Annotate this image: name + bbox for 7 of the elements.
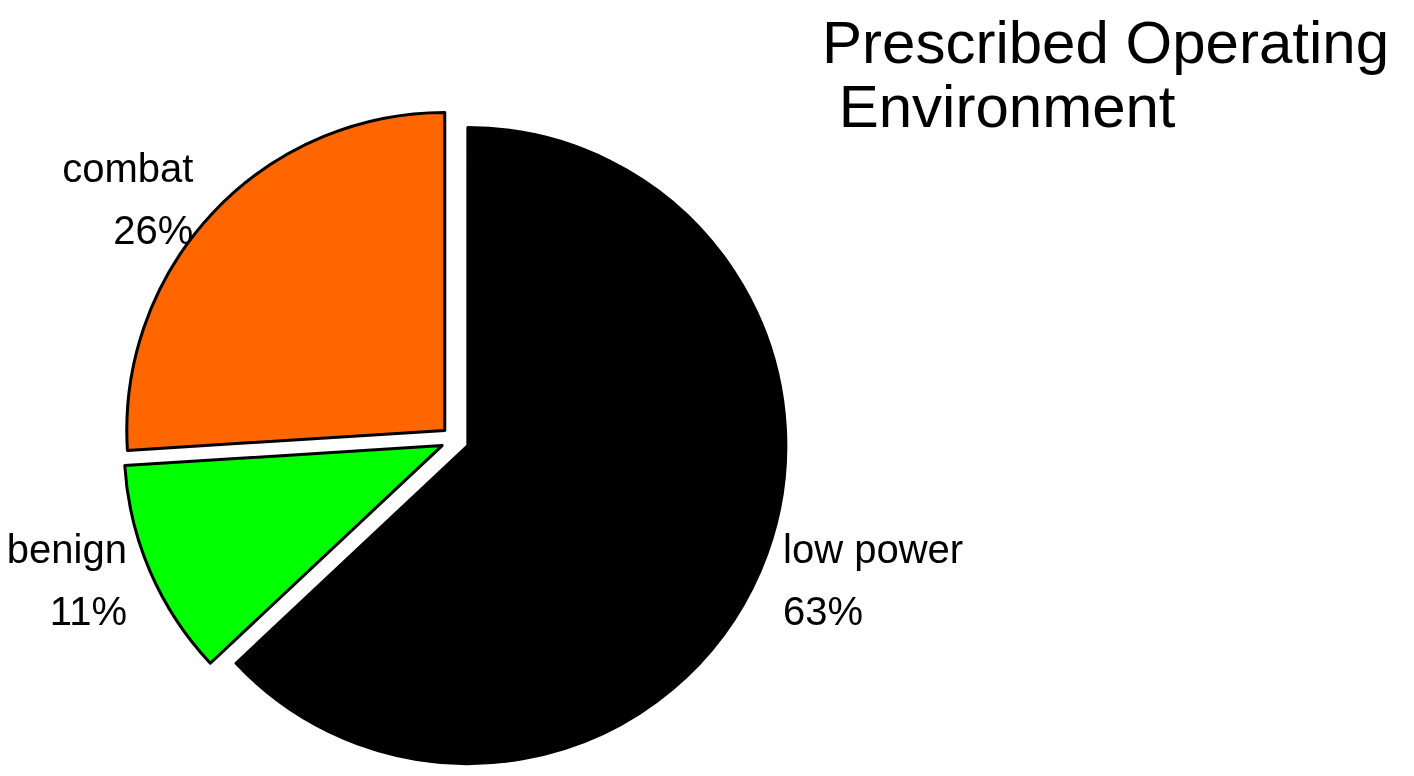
slice-label: combat [62,146,194,191]
slice-label: low power [783,526,964,571]
slice-label: benign [6,526,127,571]
data-label: 63% [783,588,864,633]
data-label: 26% [113,208,194,253]
data-label: 11% [49,588,127,633]
text: Prescribed Operating Environment [822,8,1389,140]
